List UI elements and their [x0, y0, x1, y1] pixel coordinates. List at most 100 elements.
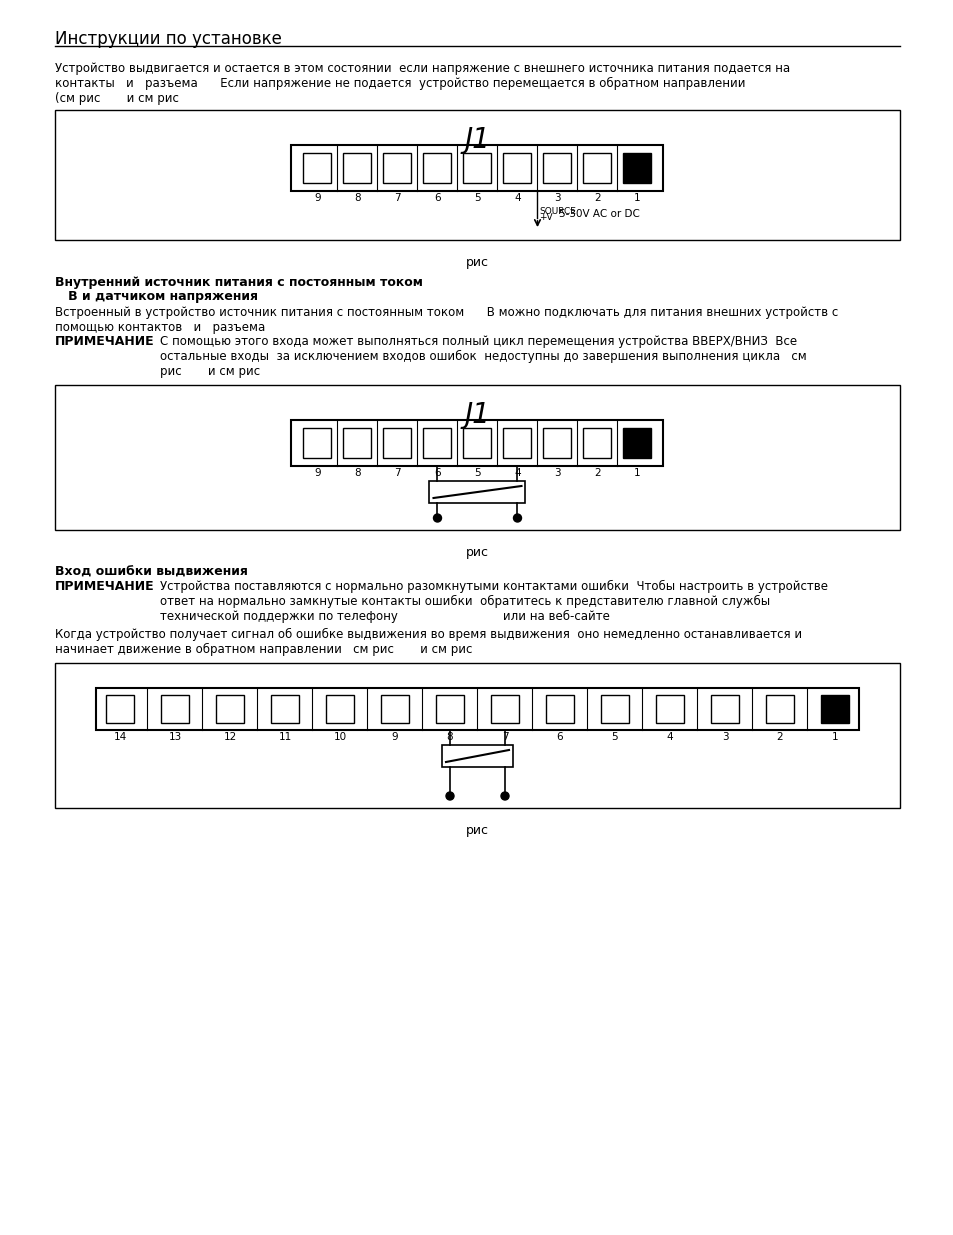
Bar [383, 429, 411, 458]
Text: Устройства поставляются с нормально разомкнутыми контактами ошибки  Чтобы настро: Устройства поставляются с нормально разо… [160, 580, 827, 593]
Bar [215, 695, 244, 722]
Bar [600, 695, 628, 722]
Text: помощью контактов   и   разъема: помощью контактов и разъема [55, 321, 265, 333]
Bar [161, 695, 189, 722]
Text: 8: 8 [354, 193, 360, 203]
Bar [343, 153, 371, 183]
Bar [623, 429, 651, 458]
Text: 9: 9 [314, 468, 320, 478]
Text: ПРИМЕЧАНИЕ: ПРИМЕЧАНИЕ [55, 580, 154, 593]
Text: 7: 7 [394, 468, 400, 478]
Bar [55, 663, 899, 808]
Text: 1: 1 [831, 732, 838, 742]
Text: С помощью этого входа может выполняться полный цикл перемещения устройства ВВЕРХ: С помощью этого входа может выполняться … [160, 335, 797, 348]
Text: 1: 1 [634, 193, 640, 203]
Bar [429, 480, 525, 503]
Text: рис       и см рис: рис и см рис [160, 366, 260, 378]
Circle shape [433, 514, 441, 522]
Text: J1: J1 [464, 401, 490, 429]
Text: 8: 8 [446, 732, 453, 742]
Bar [423, 429, 451, 458]
Bar [503, 429, 531, 458]
Bar [326, 695, 354, 722]
Bar [821, 695, 848, 722]
Text: 5: 5 [611, 732, 618, 742]
Text: 4: 4 [514, 468, 520, 478]
Text: 13: 13 [168, 732, 181, 742]
Text: 2: 2 [594, 193, 600, 203]
Circle shape [500, 792, 509, 800]
Bar [583, 429, 611, 458]
Bar [710, 695, 739, 722]
Text: 8: 8 [354, 468, 360, 478]
Text: 3: 3 [554, 193, 560, 203]
Text: В и датчиком напряжения: В и датчиком напряжения [55, 290, 257, 303]
Text: Инструкции по установке: Инструкции по установке [55, 30, 281, 48]
Bar [765, 695, 793, 722]
Text: Встроенный в устройство источник питания с постоянным током      В можно подключ: Встроенный в устройство источник питания… [55, 306, 838, 319]
Text: Когда устройство получает сигнал об ошибке выдвижения во время выдвижения  оно н: Когда устройство получает сигнал об ошиб… [55, 629, 801, 641]
Bar [463, 153, 491, 183]
Text: +V: +V [539, 212, 553, 222]
Bar [55, 110, 899, 240]
Circle shape [446, 792, 454, 800]
Text: 11: 11 [278, 732, 292, 742]
Bar [463, 429, 491, 458]
Text: остальные входы  за исключением входов ошибок  недоступны до завершения выполнен: остальные входы за исключением входов ош… [160, 350, 806, 363]
Text: ПРИМЕЧАНИЕ: ПРИМЕЧАНИЕ [55, 335, 154, 348]
Text: J1: J1 [464, 126, 490, 154]
Circle shape [513, 514, 521, 522]
Bar [503, 153, 531, 183]
Text: 14: 14 [113, 732, 127, 742]
Bar [491, 695, 518, 722]
Text: рис: рис [465, 824, 489, 837]
Text: рис: рис [465, 546, 489, 559]
Bar [106, 695, 133, 722]
Bar [623, 153, 651, 183]
Text: 5: 5 [474, 468, 480, 478]
Text: контакты   и   разъема      Если напряжение не подается  устройство перемещается: контакты и разъема Если напряжение не по… [55, 77, 744, 90]
Text: 12: 12 [223, 732, 236, 742]
Bar [55, 385, 899, 530]
Text: Вход ошибки выдвижения: Вход ошибки выдвижения [55, 566, 248, 579]
Text: 4: 4 [666, 732, 673, 742]
Bar [292, 144, 662, 191]
Bar [543, 153, 571, 183]
Text: 3: 3 [554, 468, 560, 478]
Bar [423, 153, 451, 183]
Bar [271, 695, 298, 722]
Text: 7: 7 [501, 732, 508, 742]
Bar [96, 688, 858, 730]
Text: 2: 2 [776, 732, 782, 742]
Text: начинает движение в обратном направлении   см рис       и см рис: начинает движение в обратном направлении… [55, 643, 472, 656]
Text: 2: 2 [594, 468, 600, 478]
Bar [343, 429, 371, 458]
Bar [441, 745, 513, 767]
Text: 5: 5 [474, 193, 480, 203]
Text: 6: 6 [557, 732, 562, 742]
Text: (см рис       и см рис: (см рис и см рис [55, 91, 179, 105]
Bar [380, 695, 409, 722]
Text: 10: 10 [334, 732, 346, 742]
Text: ответ на нормально замкнутые контакты ошибки  обратитесь к представителю главной: ответ на нормально замкнутые контакты ош… [160, 595, 769, 608]
Text: технической поддержки по телефону                            или на веб-сайте: технической поддержки по телефону или на… [160, 610, 609, 624]
Text: 5-30V AC or DC: 5-30V AC or DC [558, 209, 639, 219]
Bar [543, 429, 571, 458]
Bar [303, 429, 331, 458]
Text: Устройство выдвигается и остается в этом состоянии  если напряжение с внешнего и: Устройство выдвигается и остается в этом… [55, 62, 789, 75]
Text: 3: 3 [720, 732, 727, 742]
Text: 1: 1 [634, 468, 640, 478]
Text: 6: 6 [434, 468, 440, 478]
Bar [292, 420, 662, 466]
Bar [656, 695, 683, 722]
Text: 7: 7 [394, 193, 400, 203]
Text: 9: 9 [314, 193, 320, 203]
Bar [303, 153, 331, 183]
Text: 6: 6 [434, 193, 440, 203]
Text: 4: 4 [514, 193, 520, 203]
Bar [583, 153, 611, 183]
Text: Внутренний источник питания с постоянным током: Внутренний источник питания с постоянным… [55, 275, 422, 289]
Bar [545, 695, 574, 722]
Text: 9: 9 [392, 732, 398, 742]
Text: SOURCE: SOURCE [539, 207, 576, 216]
